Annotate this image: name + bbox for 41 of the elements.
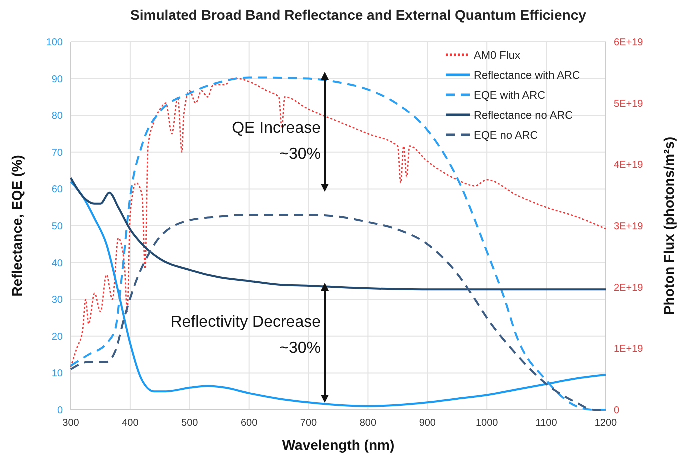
legend-label: EQE with ARC bbox=[474, 90, 546, 102]
legend-label: EQE no ARC bbox=[474, 130, 538, 142]
chart-title: Simulated Broad Band Reflectance and External Quantum Efficiency bbox=[130, 7, 587, 23]
annotation: QE Increase ~30% bbox=[232, 120, 322, 163]
annotation: Reflectivity Decrease ~30% bbox=[170, 314, 322, 357]
x-tick-label: 300 bbox=[62, 418, 80, 429]
x-axis-title: Wavelength (nm) bbox=[282, 437, 395, 453]
y-tick-label: 50 bbox=[52, 222, 64, 232]
y2-tick-label: 2E+19 bbox=[614, 282, 644, 294]
y-tick-label: 30 bbox=[52, 295, 64, 306]
y-tick-label: 0 bbox=[57, 406, 64, 416]
y-tick-label: 100 bbox=[46, 38, 64, 48]
line-series bbox=[70, 180, 607, 408]
legend-label: Reflectance no ARC bbox=[474, 110, 574, 122]
x-tick-label: 700 bbox=[300, 418, 318, 429]
y2-tick-label: 5E+19 bbox=[614, 98, 644, 110]
y-tick-label: 90 bbox=[52, 74, 64, 86]
x-tick-label: 400 bbox=[122, 418, 140, 429]
x-tick-label: 1000 bbox=[476, 418, 499, 429]
y-tick-label: 20 bbox=[52, 332, 64, 343]
y-tick-label: 40 bbox=[52, 258, 64, 270]
y2-axis-title: Photon Flux (photons/m²s) bbox=[661, 136, 677, 316]
y-tick-label: 60 bbox=[52, 184, 64, 196]
y-tick-label: 10 bbox=[52, 368, 64, 380]
x-tick-label: 600 bbox=[240, 418, 258, 429]
y2-tick-label: 4E+19 bbox=[614, 160, 644, 172]
x-tick-label: 1100 bbox=[536, 418, 558, 429]
y2-tick-label: 6E+19 bbox=[614, 38, 644, 48]
y-tick-label: 70 bbox=[52, 148, 64, 159]
y2-tick-label: 0 bbox=[614, 406, 620, 416]
x-tick-label: 800 bbox=[360, 418, 377, 429]
x-tick-label: 500 bbox=[182, 418, 199, 429]
legend-label: Reflectance with ARC bbox=[474, 70, 580, 82]
x-tick-label: 900 bbox=[419, 418, 436, 429]
y2-tick-label: 1E+19 bbox=[614, 344, 644, 356]
y-axis-title: Reflectance, EQE (%) bbox=[9, 155, 25, 297]
x-tick-label: 1200 bbox=[594, 418, 618, 429]
y-tick-label: 80 bbox=[52, 111, 64, 122]
y2-tick-label: 3E+19 bbox=[614, 222, 644, 232]
legend-label: AM0 Flux bbox=[474, 50, 521, 62]
line-series bbox=[70, 177, 607, 291]
